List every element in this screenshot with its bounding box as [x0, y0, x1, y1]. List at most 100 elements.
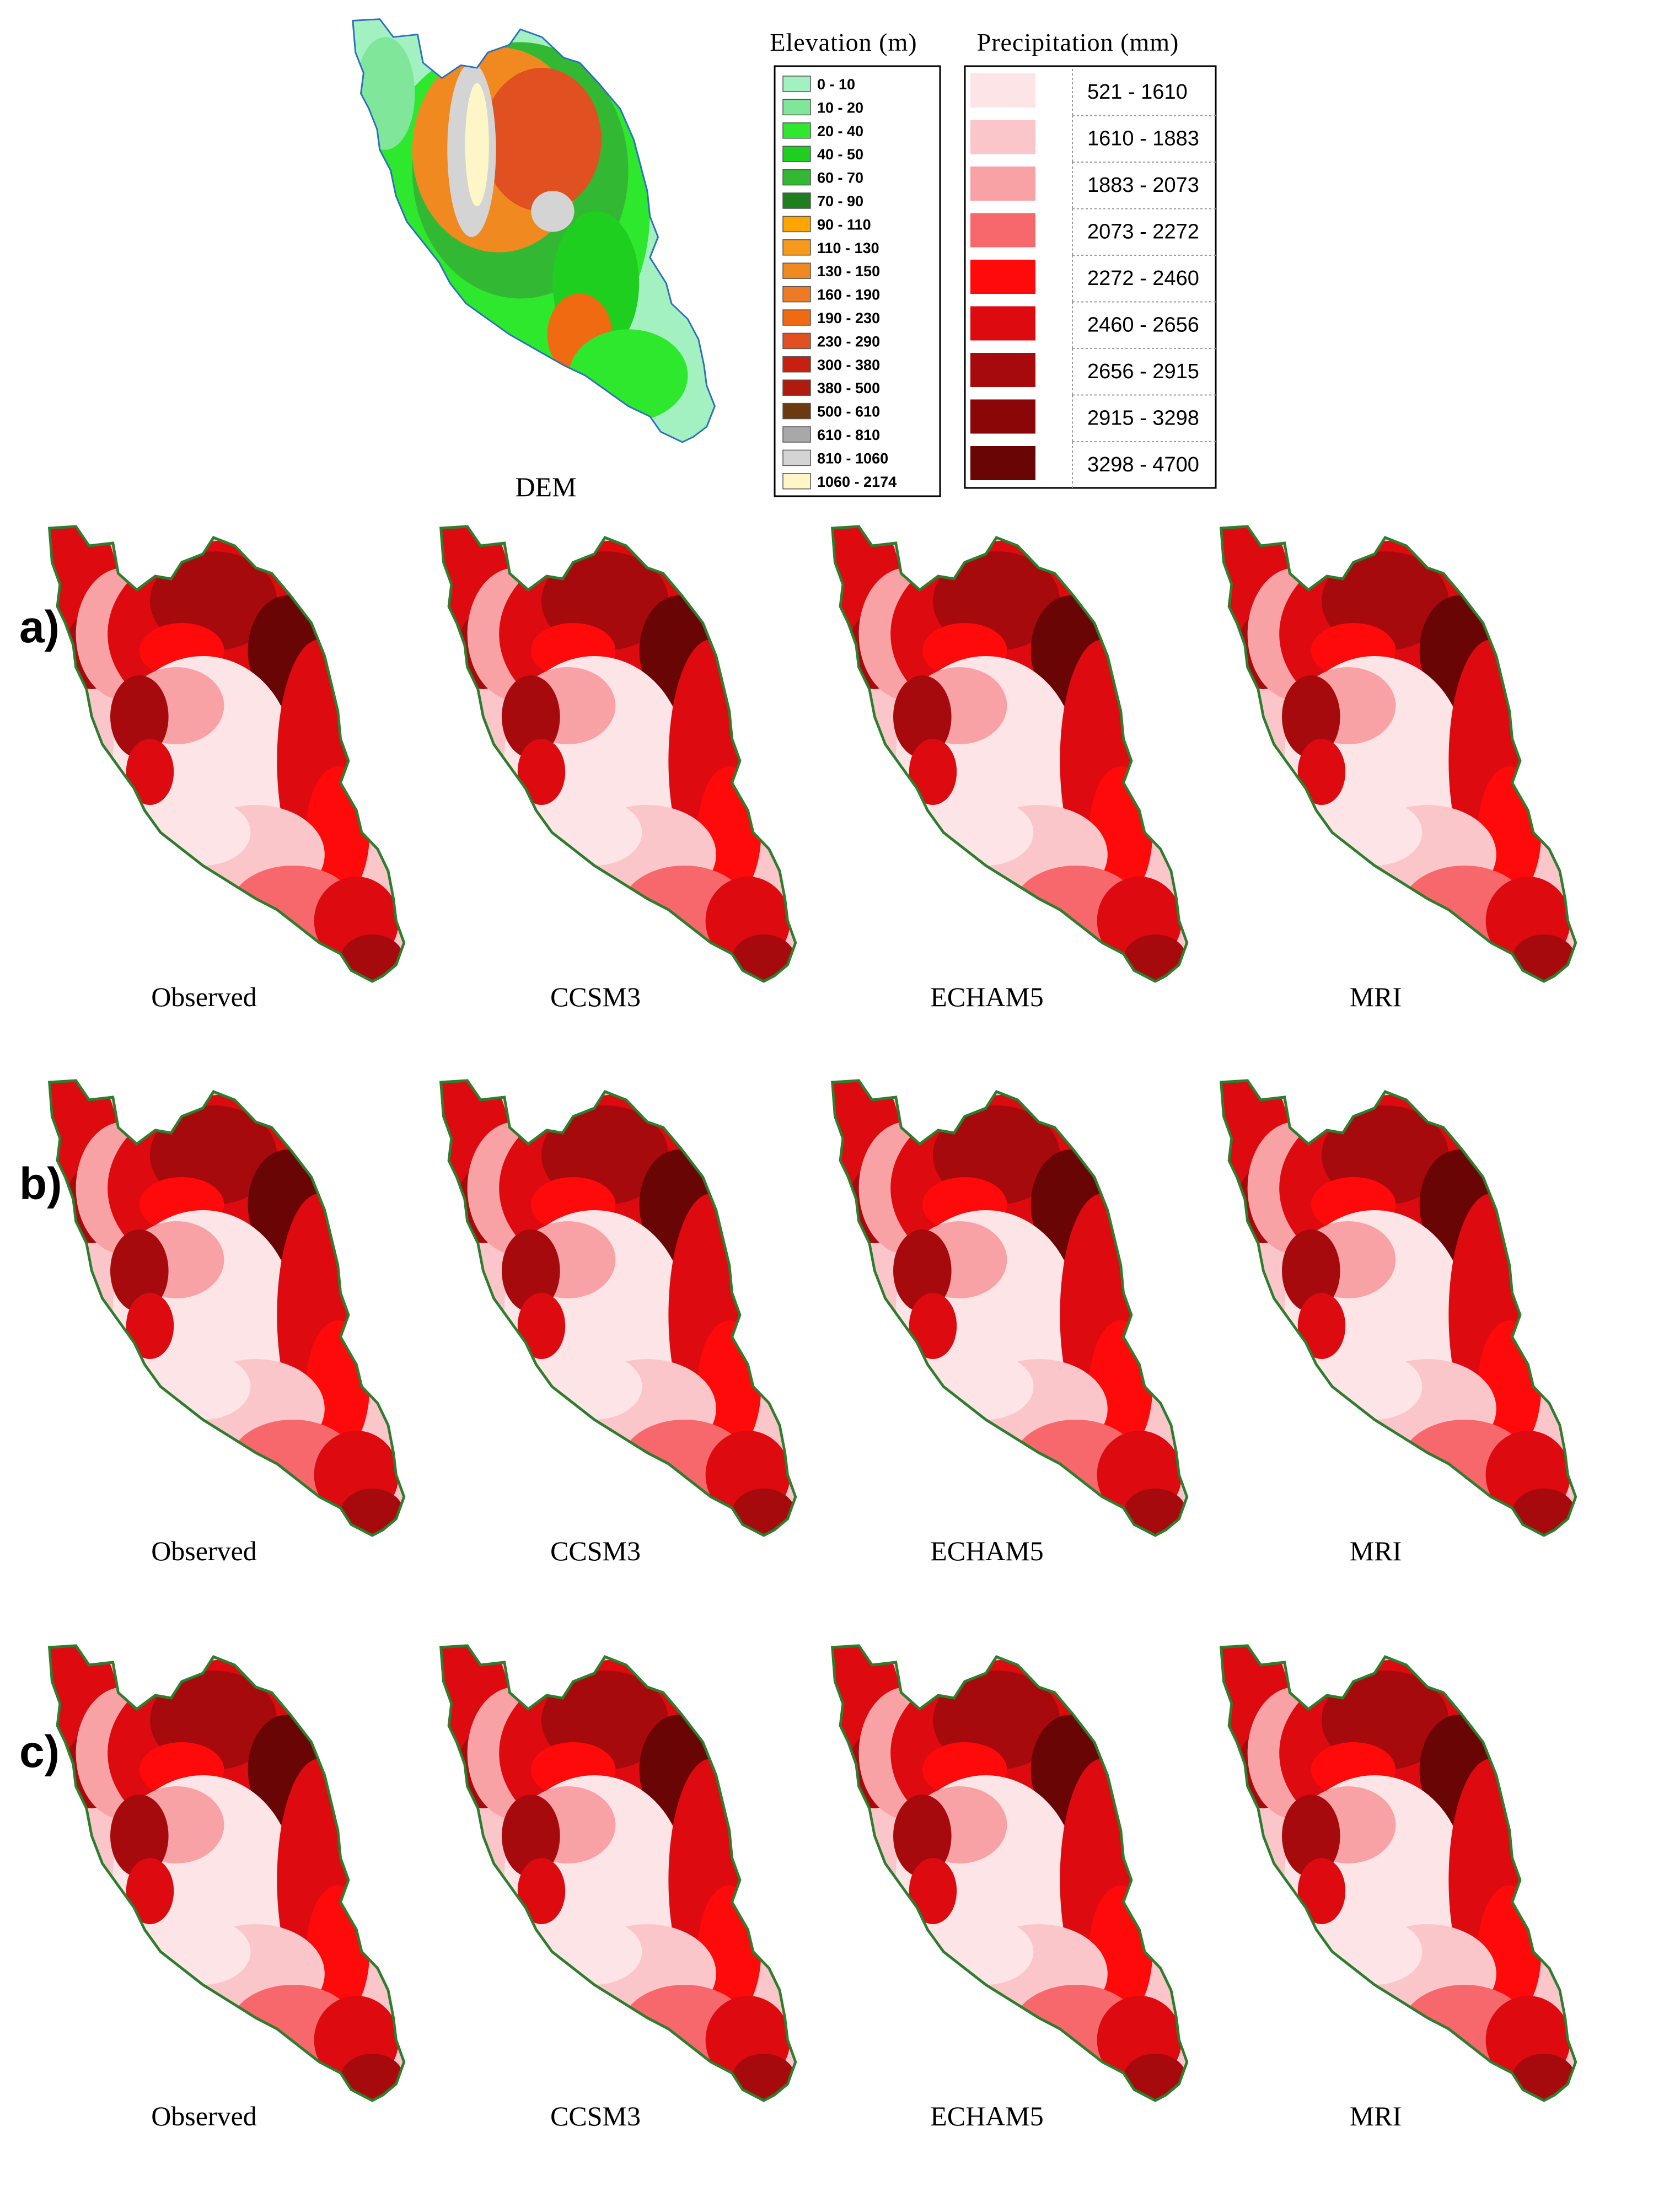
precipitation-map-panel	[425, 1067, 806, 1574]
precipitation-map-panel	[425, 1632, 806, 2139]
row-label: c)	[19, 1727, 60, 1777]
precipitation-map-panel	[34, 1067, 415, 1574]
elevation-legend-item: 110 - 130	[782, 239, 879, 256]
precipitation-legend-item: 2915 - 3298	[970, 394, 1216, 442]
elevation-swatch	[782, 122, 811, 139]
elevation-class-label: 1060 - 2174	[817, 474, 897, 490]
precipitation-legend: 521 - 1610 1610 - 1883 1883 - 2073 2073 - 2…	[970, 69, 1216, 488]
elevation-legend-item: 160 - 190	[782, 286, 880, 303]
elevation-class-label: 110 - 130	[817, 240, 879, 256]
elevation-swatch	[782, 76, 811, 92]
elevation-swatch	[782, 169, 811, 186]
panel-label: Observed	[151, 1535, 257, 1566]
panel-label: ECHAM5	[930, 981, 1044, 1012]
precipitation-map-panel	[1205, 513, 1586, 1020]
precipitation-map-panel	[817, 513, 1198, 1020]
elevation-class-label: 190 - 230	[817, 310, 880, 326]
elevation-swatch	[782, 402, 811, 420]
elevation-swatch	[782, 286, 811, 303]
precipitation-swatch	[970, 120, 1035, 154]
elevation-class-label: 610 - 810	[817, 427, 880, 443]
elevation-class-label: 10 - 20	[817, 99, 863, 116]
elevation-class-label: 130 - 150	[817, 263, 880, 280]
dem-label: DEM	[515, 471, 576, 502]
precipitation-map-panel	[425, 513, 806, 1020]
precipitation-legend-item: 1610 - 1883	[970, 115, 1216, 162]
precipitation-class-label: 2272 - 2460	[1087, 267, 1199, 290]
elevation-swatch	[782, 146, 811, 162]
elevation-legend-item: 380 - 500	[782, 379, 880, 396]
precipitation-map-panel	[34, 1632, 415, 2139]
panel-row: a) Observed CCSM3 ECHAM5 MRI	[19, 513, 1586, 1020]
precipitation-legend-title: Precipitation (mm)	[977, 28, 1179, 56]
precipitation-class-label: 1883 - 2073	[1087, 174, 1199, 197]
elevation-legend-item: 610 - 810	[782, 426, 880, 443]
precipitation-map-panel	[34, 513, 415, 1020]
precipitation-swatch	[970, 260, 1035, 294]
elevation-legend: 0 - 10 10 - 20 20 - 40 40 - 50 60 - 70 70 - 9…	[782, 76, 897, 490]
precipitation-swatch	[970, 213, 1035, 248]
precipitation-legend-item: 521 - 1610	[970, 69, 1188, 116]
precipitation-swatch	[970, 446, 1035, 480]
panel-label: ECHAM5	[930, 1535, 1044, 1566]
elevation-class-label: 500 - 610	[817, 404, 880, 420]
precipitation-class-label: 2460 - 2656	[1087, 314, 1199, 337]
elevation-swatch	[782, 379, 811, 396]
precipitation-legend-item: 2272 - 2460	[970, 255, 1216, 302]
elevation-class-label: 20 - 40	[817, 123, 863, 139]
elevation-legend-item: 300 - 380	[782, 356, 880, 373]
precipitation-class-label: 3298 - 4700	[1087, 453, 1199, 476]
elevation-legend-item: 10 - 20	[782, 99, 863, 116]
dem-map	[347, 17, 726, 478]
elevation-legend-item: 130 - 150	[782, 262, 880, 280]
precipitation-swatch	[970, 399, 1035, 434]
elevation-legend-item: 70 - 90	[782, 192, 863, 210]
elevation-swatch	[782, 262, 811, 279]
precipitation-class-label: 2073 - 2272	[1087, 221, 1199, 244]
elevation-legend-item: 230 - 290	[782, 332, 880, 350]
precipitation-class-label: 2915 - 3298	[1087, 407, 1199, 430]
elevation-swatch	[782, 473, 811, 490]
elevation-class-label: 810 - 1060	[817, 450, 888, 466]
elevation-class-label: 40 - 50	[817, 146, 863, 163]
panel-label: Observed	[151, 2101, 257, 2131]
precipitation-legend-item: 1883 - 2073	[970, 162, 1216, 209]
elevation-legend-item: 90 - 110	[782, 216, 871, 233]
precipitation-map-panel	[817, 1067, 1198, 1574]
elevation-swatch	[782, 309, 811, 326]
elevation-legend-title: Elevation (m)	[770, 28, 917, 56]
row-label: a)	[19, 602, 60, 652]
precipitation-map-panel	[1205, 1067, 1586, 1574]
precipitation-swatch	[970, 73, 1035, 108]
panel-label: MRI	[1350, 981, 1402, 1012]
elevation-swatch	[782, 99, 811, 116]
elevation-swatch	[782, 216, 811, 233]
precipitation-map-panel	[817, 1632, 1198, 2139]
panel-label: Observed	[151, 981, 257, 1012]
elevation-class-label: 300 - 380	[817, 357, 880, 373]
elevation-class-label: 160 - 190	[817, 287, 880, 303]
elevation-legend-item: 190 - 230	[782, 309, 880, 326]
panel-row: b) Observed CCSM3 ECHAM5 MRI	[19, 1067, 1586, 1574]
elevation-legend-item: 40 - 50	[782, 146, 863, 163]
elevation-swatch	[782, 239, 811, 256]
precipitation-map-panel	[1205, 1632, 1586, 2139]
elevation-swatch	[782, 192, 811, 209]
precipitation-panels: a) Observed CCSM3 ECHAM5 MRI b) Observed CCSM3 E…	[19, 513, 1586, 2139]
elevation-legend-item: 810 - 1060	[782, 449, 888, 466]
precipitation-legend-item: 3298 - 4700	[970, 441, 1216, 488]
panel-label: MRI	[1350, 1535, 1402, 1566]
precipitation-legend-item: 2073 - 2272	[970, 208, 1216, 255]
panel-row: c) Observed CCSM3 ECHAM5 MRI	[19, 1632, 1586, 2139]
panel-label: CCSM3	[550, 2101, 641, 2131]
elevation-legend-item: 0 - 10	[782, 76, 855, 93]
elevation-swatch	[782, 426, 811, 443]
elevation-legend-item: 1060 - 2174	[782, 473, 897, 490]
elevation-legend-item: 60 - 70	[782, 169, 863, 186]
elevation-swatch	[782, 332, 811, 350]
elevation-legend-item: 500 - 610	[782, 402, 880, 420]
panel-label: CCSM3	[550, 1535, 641, 1566]
elevation-class-label: 90 - 110	[817, 216, 871, 233]
elevation-class-label: 230 - 290	[817, 333, 880, 350]
